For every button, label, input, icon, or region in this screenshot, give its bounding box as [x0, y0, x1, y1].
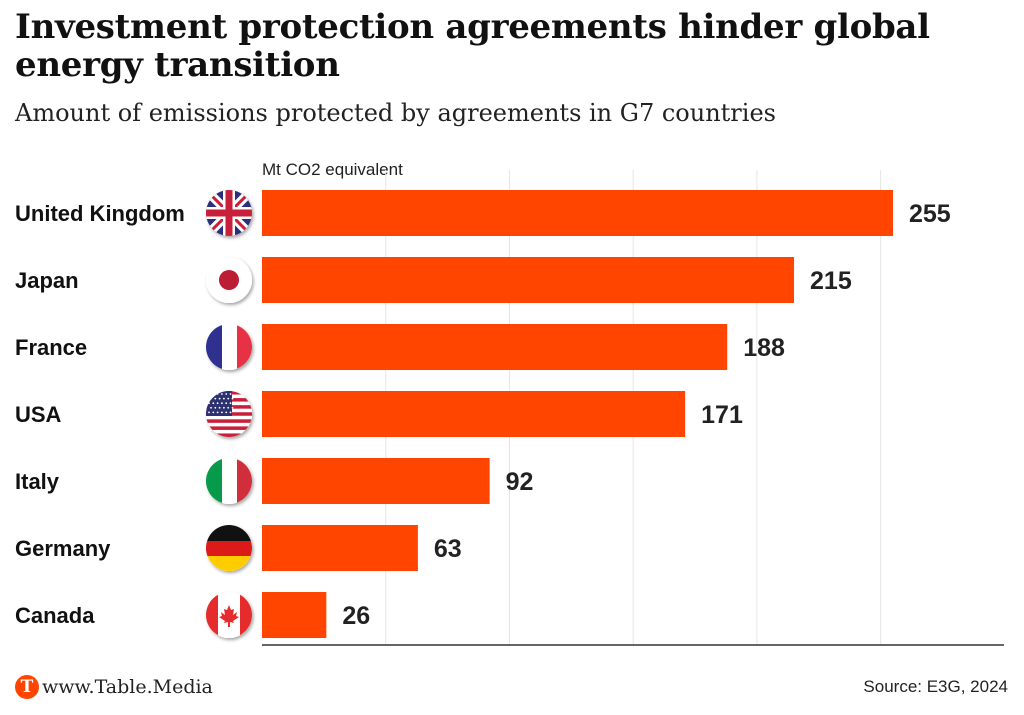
flag-canada-icon	[206, 592, 252, 638]
bar-japan	[262, 257, 795, 303]
flag-japan-icon	[206, 257, 252, 303]
flag-italy-icon	[206, 458, 252, 504]
category-label: USA	[15, 402, 62, 427]
flag-france-icon	[206, 324, 252, 370]
logo-t-icon: T	[15, 675, 39, 699]
value-label: 26	[342, 602, 370, 630]
value-label: 215	[810, 267, 852, 295]
flags	[206, 190, 252, 638]
bars	[262, 190, 893, 638]
value-labels: 255 215 188 171 92 63 26	[342, 200, 950, 630]
logo-text[interactable]: www.Table.Media	[42, 676, 213, 698]
bar-italy	[262, 458, 490, 504]
value-label: 63	[434, 535, 462, 563]
chart-subtitle: Amount of emissions protected by agreeme…	[15, 99, 776, 127]
unit-label: Mt CO2 equivalent	[262, 160, 403, 179]
value-label: 188	[743, 334, 785, 362]
category-label: Germany	[15, 536, 111, 561]
value-label: 171	[701, 401, 743, 429]
bar-germany	[262, 525, 418, 571]
bar-united-kingdom	[262, 190, 893, 236]
category-label: Italy	[15, 469, 60, 494]
value-label: 255	[909, 200, 951, 228]
value-label: 92	[506, 468, 534, 496]
bar-france	[262, 324, 728, 370]
category-label: Japan	[15, 268, 79, 293]
chart-title: Investment protection agreements hinder …	[15, 7, 930, 85]
bar-usa	[262, 391, 686, 437]
table-media-logo[interactable]: T www.Table.Media	[15, 675, 213, 699]
bar-canada	[262, 592, 327, 638]
flag-uk-icon	[206, 190, 252, 236]
category-label: France	[15, 335, 87, 360]
flag-germany-icon	[206, 525, 252, 571]
category-label: United Kingdom	[15, 201, 185, 226]
category-label: Canada	[15, 603, 95, 628]
source-note: Source: E3G, 2024	[863, 677, 1008, 696]
flag-usa-icon	[206, 391, 252, 437]
category-labels: United Kingdom Japan France USA Italy Germany…	[15, 201, 185, 628]
